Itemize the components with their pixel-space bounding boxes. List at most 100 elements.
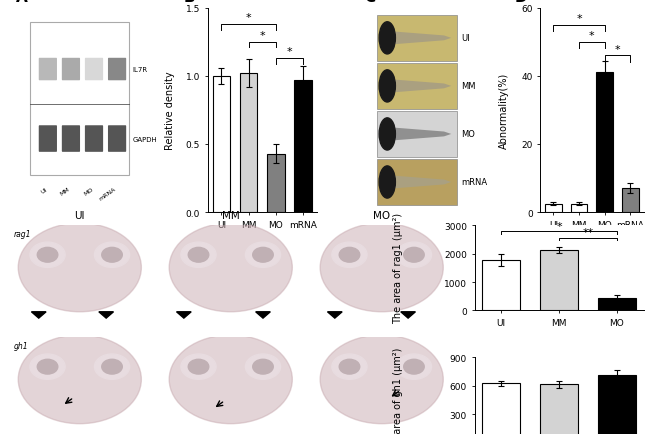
Text: UI: UI [462,34,470,43]
Text: rag1: rag1 [14,230,31,239]
Polygon shape [99,312,114,319]
Bar [482,260,520,311]
Circle shape [30,354,65,379]
Circle shape [320,335,443,424]
Bar [294,81,312,213]
Text: UI: UI [75,210,85,220]
Circle shape [339,248,359,263]
FancyBboxPatch shape [39,126,57,152]
FancyBboxPatch shape [85,59,103,81]
Circle shape [94,354,129,379]
Circle shape [320,224,443,312]
Circle shape [379,71,395,103]
Circle shape [169,224,292,312]
Circle shape [246,243,281,268]
Circle shape [37,359,58,374]
Bar [540,385,578,434]
Circle shape [30,243,65,268]
Circle shape [102,248,122,263]
Circle shape [339,359,359,374]
Polygon shape [255,312,270,319]
Bar [597,73,613,213]
Circle shape [253,248,273,263]
Bar [240,74,257,213]
Bar [598,298,636,311]
FancyBboxPatch shape [30,23,129,176]
Circle shape [379,23,395,55]
Y-axis label: Abnormality(%): Abnormality(%) [499,72,510,149]
Circle shape [102,359,122,374]
Text: *: * [287,47,292,57]
Bar [540,250,578,311]
Polygon shape [177,312,191,319]
Circle shape [379,167,395,199]
Bar [267,154,285,213]
Circle shape [181,243,216,268]
FancyBboxPatch shape [62,126,80,152]
Text: 9/9: 9/9 [12,321,24,327]
Text: gh1: gh1 [14,342,29,351]
Text: A: A [16,0,28,5]
Circle shape [332,243,367,268]
Text: MM: MM [462,82,476,91]
Bar [545,204,562,213]
Text: **: ** [582,228,593,238]
Circle shape [188,248,209,263]
Text: *: * [259,31,265,41]
FancyBboxPatch shape [377,16,458,62]
Text: 18/19: 18/19 [163,432,184,434]
Bar [213,77,230,213]
Text: D: D [514,0,527,5]
Text: MM: MM [59,186,71,196]
Text: IL7R: IL7R [133,67,148,73]
Text: MM: MM [222,210,240,220]
Circle shape [404,248,424,263]
Circle shape [188,359,209,374]
Polygon shape [31,312,46,319]
Text: MO: MO [83,186,94,196]
Bar [482,384,520,434]
Text: *: * [615,44,620,54]
Polygon shape [393,80,451,93]
Circle shape [18,335,141,424]
Text: mRNA: mRNA [462,178,488,187]
FancyBboxPatch shape [85,126,103,152]
FancyBboxPatch shape [377,112,458,158]
Bar [598,375,636,434]
Polygon shape [393,33,451,45]
Text: 6/9: 6/9 [315,321,326,327]
Bar [571,204,588,213]
Text: 13/13: 13/13 [12,432,32,434]
Text: *: * [576,14,582,24]
Circle shape [94,243,129,268]
Circle shape [332,354,367,379]
Circle shape [396,354,432,379]
FancyBboxPatch shape [377,64,458,110]
Circle shape [396,243,432,268]
Text: GAPDH: GAPDH [133,136,157,142]
Circle shape [379,118,395,151]
FancyBboxPatch shape [108,126,126,152]
Y-axis label: The area of rag1 (μm²): The area of rag1 (μm²) [393,213,404,324]
Polygon shape [393,128,451,141]
Circle shape [246,354,281,379]
Y-axis label: Relative density: Relative density [164,72,175,150]
Polygon shape [401,312,415,319]
Bar [622,189,639,213]
Text: 17/17: 17/17 [315,432,335,434]
FancyBboxPatch shape [377,160,458,206]
Circle shape [253,359,273,374]
Y-axis label: The area of gh1 (μm²): The area of gh1 (μm²) [393,347,404,434]
Text: C: C [365,0,376,5]
Text: mRNA: mRNA [98,186,117,201]
Circle shape [169,335,292,424]
Text: MO: MO [462,130,475,139]
Text: *: * [556,221,562,231]
Text: B: B [183,0,195,5]
Text: UI: UI [40,186,48,194]
Circle shape [181,354,216,379]
Polygon shape [328,312,342,319]
FancyBboxPatch shape [62,59,80,81]
Circle shape [18,224,141,312]
Text: 9/9: 9/9 [163,321,175,327]
